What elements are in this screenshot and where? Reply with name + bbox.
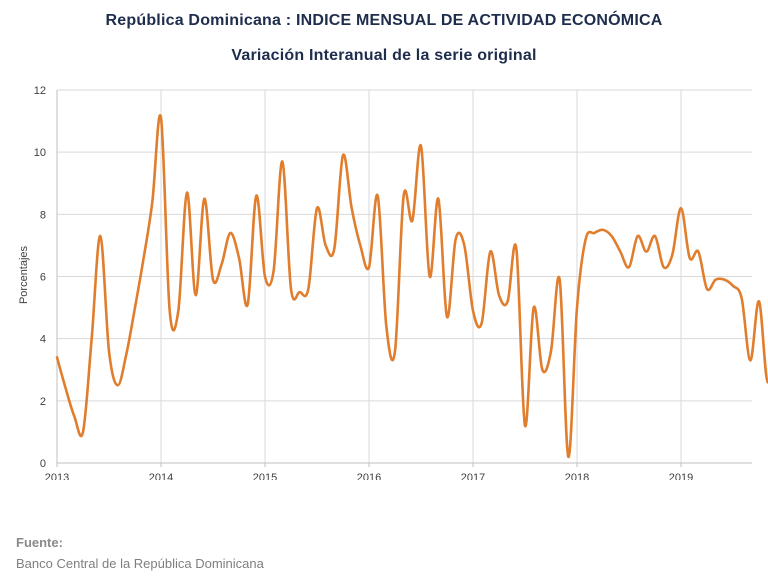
x-tick-label: 2016	[357, 472, 381, 480]
y-axis-label: Porcentajes	[18, 245, 30, 304]
chart-title: República Dominicana : INDICE MENSUAL DE…	[105, 12, 663, 29]
chart-subtitle: Variación Interanual de la serie origina…	[231, 47, 537, 64]
x-tick-label: 2015	[253, 472, 277, 480]
y-tick-labels: 0 2 4 6 8 10 12	[34, 85, 46, 470]
x-tick-label: 2019	[669, 472, 693, 480]
line-chart: 0 2 4 6 8 10 12 2013 2014 2015 2016 2017 2018 2019 P…	[18, 85, 768, 480]
y-tick-label: 12	[34, 85, 46, 97]
y-tick-label: 10	[34, 147, 46, 159]
grid-lines	[57, 89, 752, 463]
y-tick-label: 8	[40, 209, 46, 221]
x-tick-labels: 2013 2014 2015 2016 2017 2018 2019	[45, 472, 693, 480]
source-text: Banco Central de la República Dominicana	[16, 556, 264, 571]
series-layer	[55, 114, 768, 459]
y-tick-label: 0	[40, 458, 46, 470]
x-tick-label: 2017	[461, 472, 485, 480]
x-tick-label: 2014	[149, 472, 173, 480]
source-heading: Fuente:	[16, 535, 63, 550]
x-tick-label: 2013	[45, 472, 69, 480]
y-tick-label: 6	[40, 272, 46, 284]
y-tick-label: 4	[40, 334, 46, 346]
x-tick-label: 2018	[565, 472, 589, 480]
axes	[56, 90, 752, 467]
series-line	[55, 114, 768, 459]
y-tick-label: 2	[40, 396, 46, 408]
